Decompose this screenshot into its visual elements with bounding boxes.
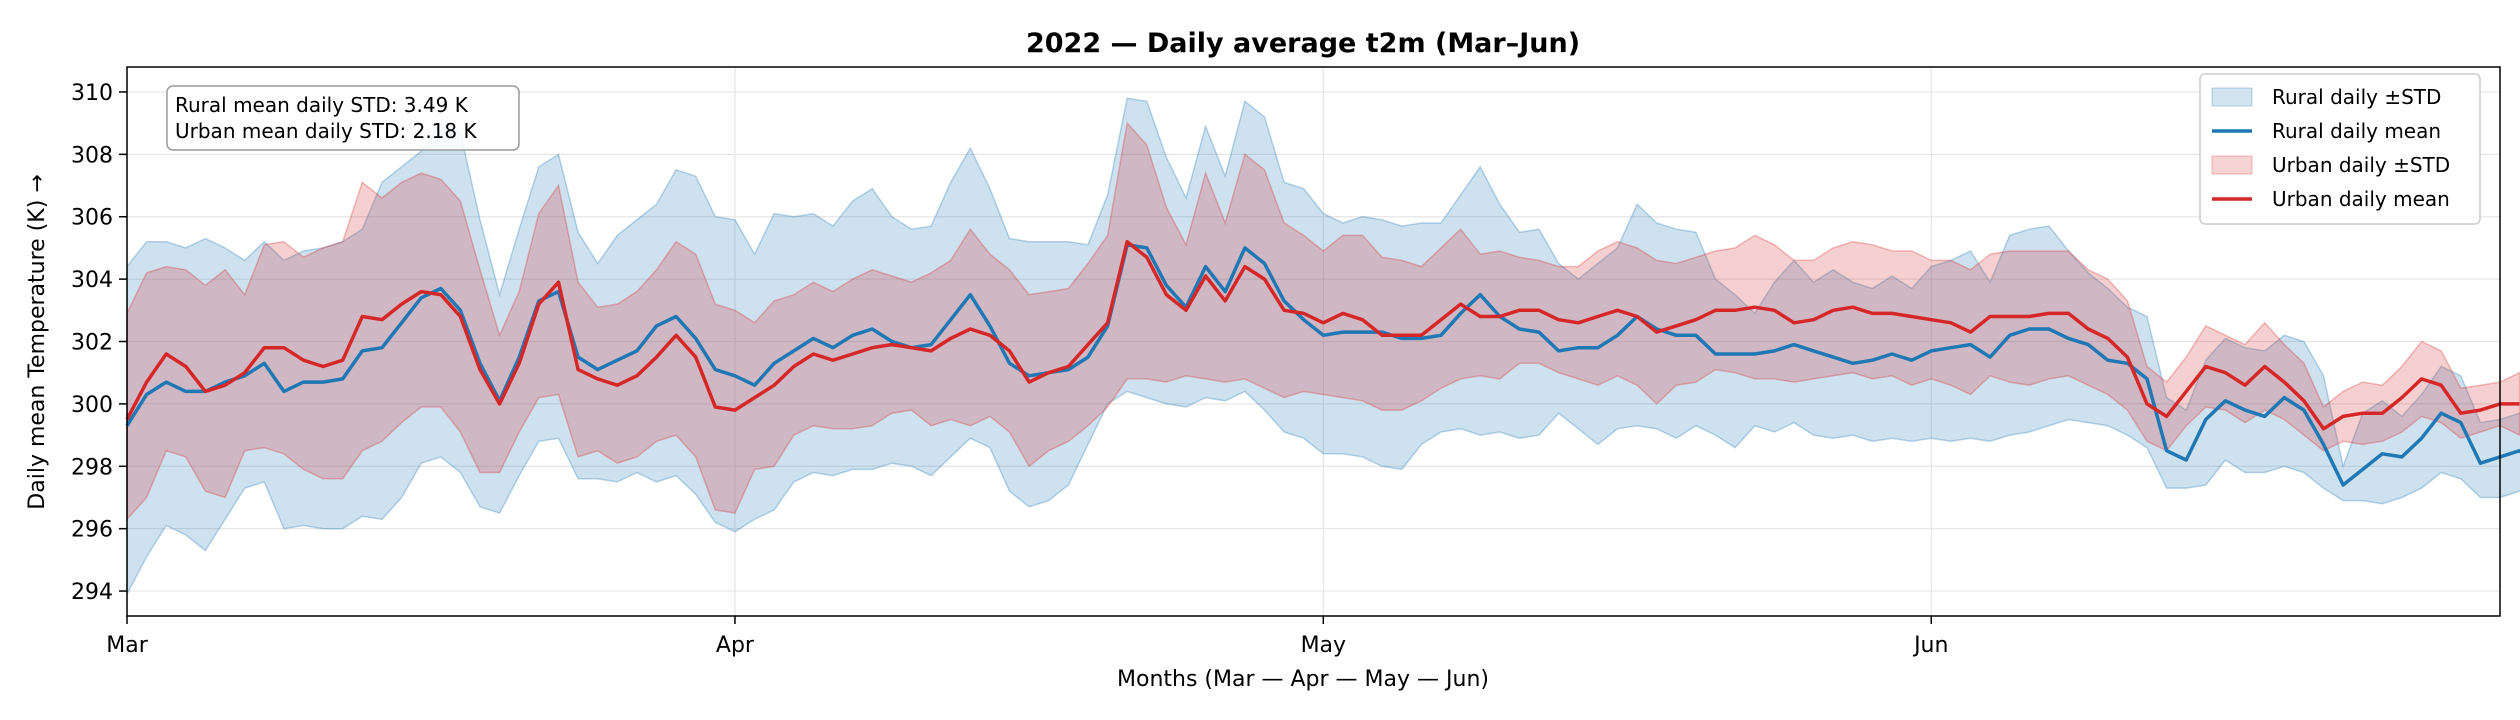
x-tick-label: Jun (1912, 633, 1948, 658)
legend-swatch-rural-band (2211, 87, 2253, 107)
y-tick-label: 302 (71, 331, 113, 356)
line-layer (125, 239, 2520, 487)
x-tick-label: Apr (716, 633, 755, 658)
y-tick-label: 306 (71, 206, 113, 231)
y-tick-label: 298 (71, 455, 113, 480)
legend: Rural daily ±STD Rural daily mean Urban … (2199, 73, 2481, 225)
x-tick-label: May (1301, 633, 1346, 658)
y-axis-label: Daily mean Temperature (K) → (25, 174, 50, 509)
rural-std-band (126, 97, 2520, 595)
y-tick-label: 308 (71, 143, 113, 168)
legend-frame (2199, 73, 2481, 225)
y-tick-label: 300 (71, 393, 113, 418)
std-annotation: Rural mean daily STD: 3.49 K Urban mean … (166, 85, 520, 151)
y-tick-label: 296 (71, 518, 113, 543)
urban-mean-line (125, 239, 2520, 431)
legend-label-urban-band: Urban daily ±STD (2272, 153, 2450, 177)
y-tick-label: 304 (71, 268, 113, 293)
annotation-line-rural: Rural mean daily STD: 3.49 K (175, 93, 469, 117)
y-tick-label: 294 (71, 580, 113, 605)
annotation-line-urban: Urban mean daily STD: 2.18 K (175, 119, 477, 143)
legend-label-rural-band: Rural daily ±STD (2272, 85, 2441, 109)
y-tick-label: 310 (71, 81, 113, 106)
legend-swatch-urban-band (2211, 155, 2253, 175)
chart-title: 2022 — Daily average t2m (Mar–Jun) (1026, 28, 1580, 59)
x-axis-label: Months (Mar — Apr — May — Jun) (1117, 667, 1489, 692)
legend-label-urban-line: Urban daily mean (2272, 187, 2450, 211)
x-tick-label: Mar (106, 633, 148, 658)
grid-layer (126, 67, 2500, 616)
tick-layer: 294 296 298 300 302 304 306 308 310 Mar Apr May Jun (71, 81, 1948, 658)
legend-label-rural-line: Rural daily mean (2272, 119, 2441, 143)
annotation-frame (166, 85, 520, 151)
